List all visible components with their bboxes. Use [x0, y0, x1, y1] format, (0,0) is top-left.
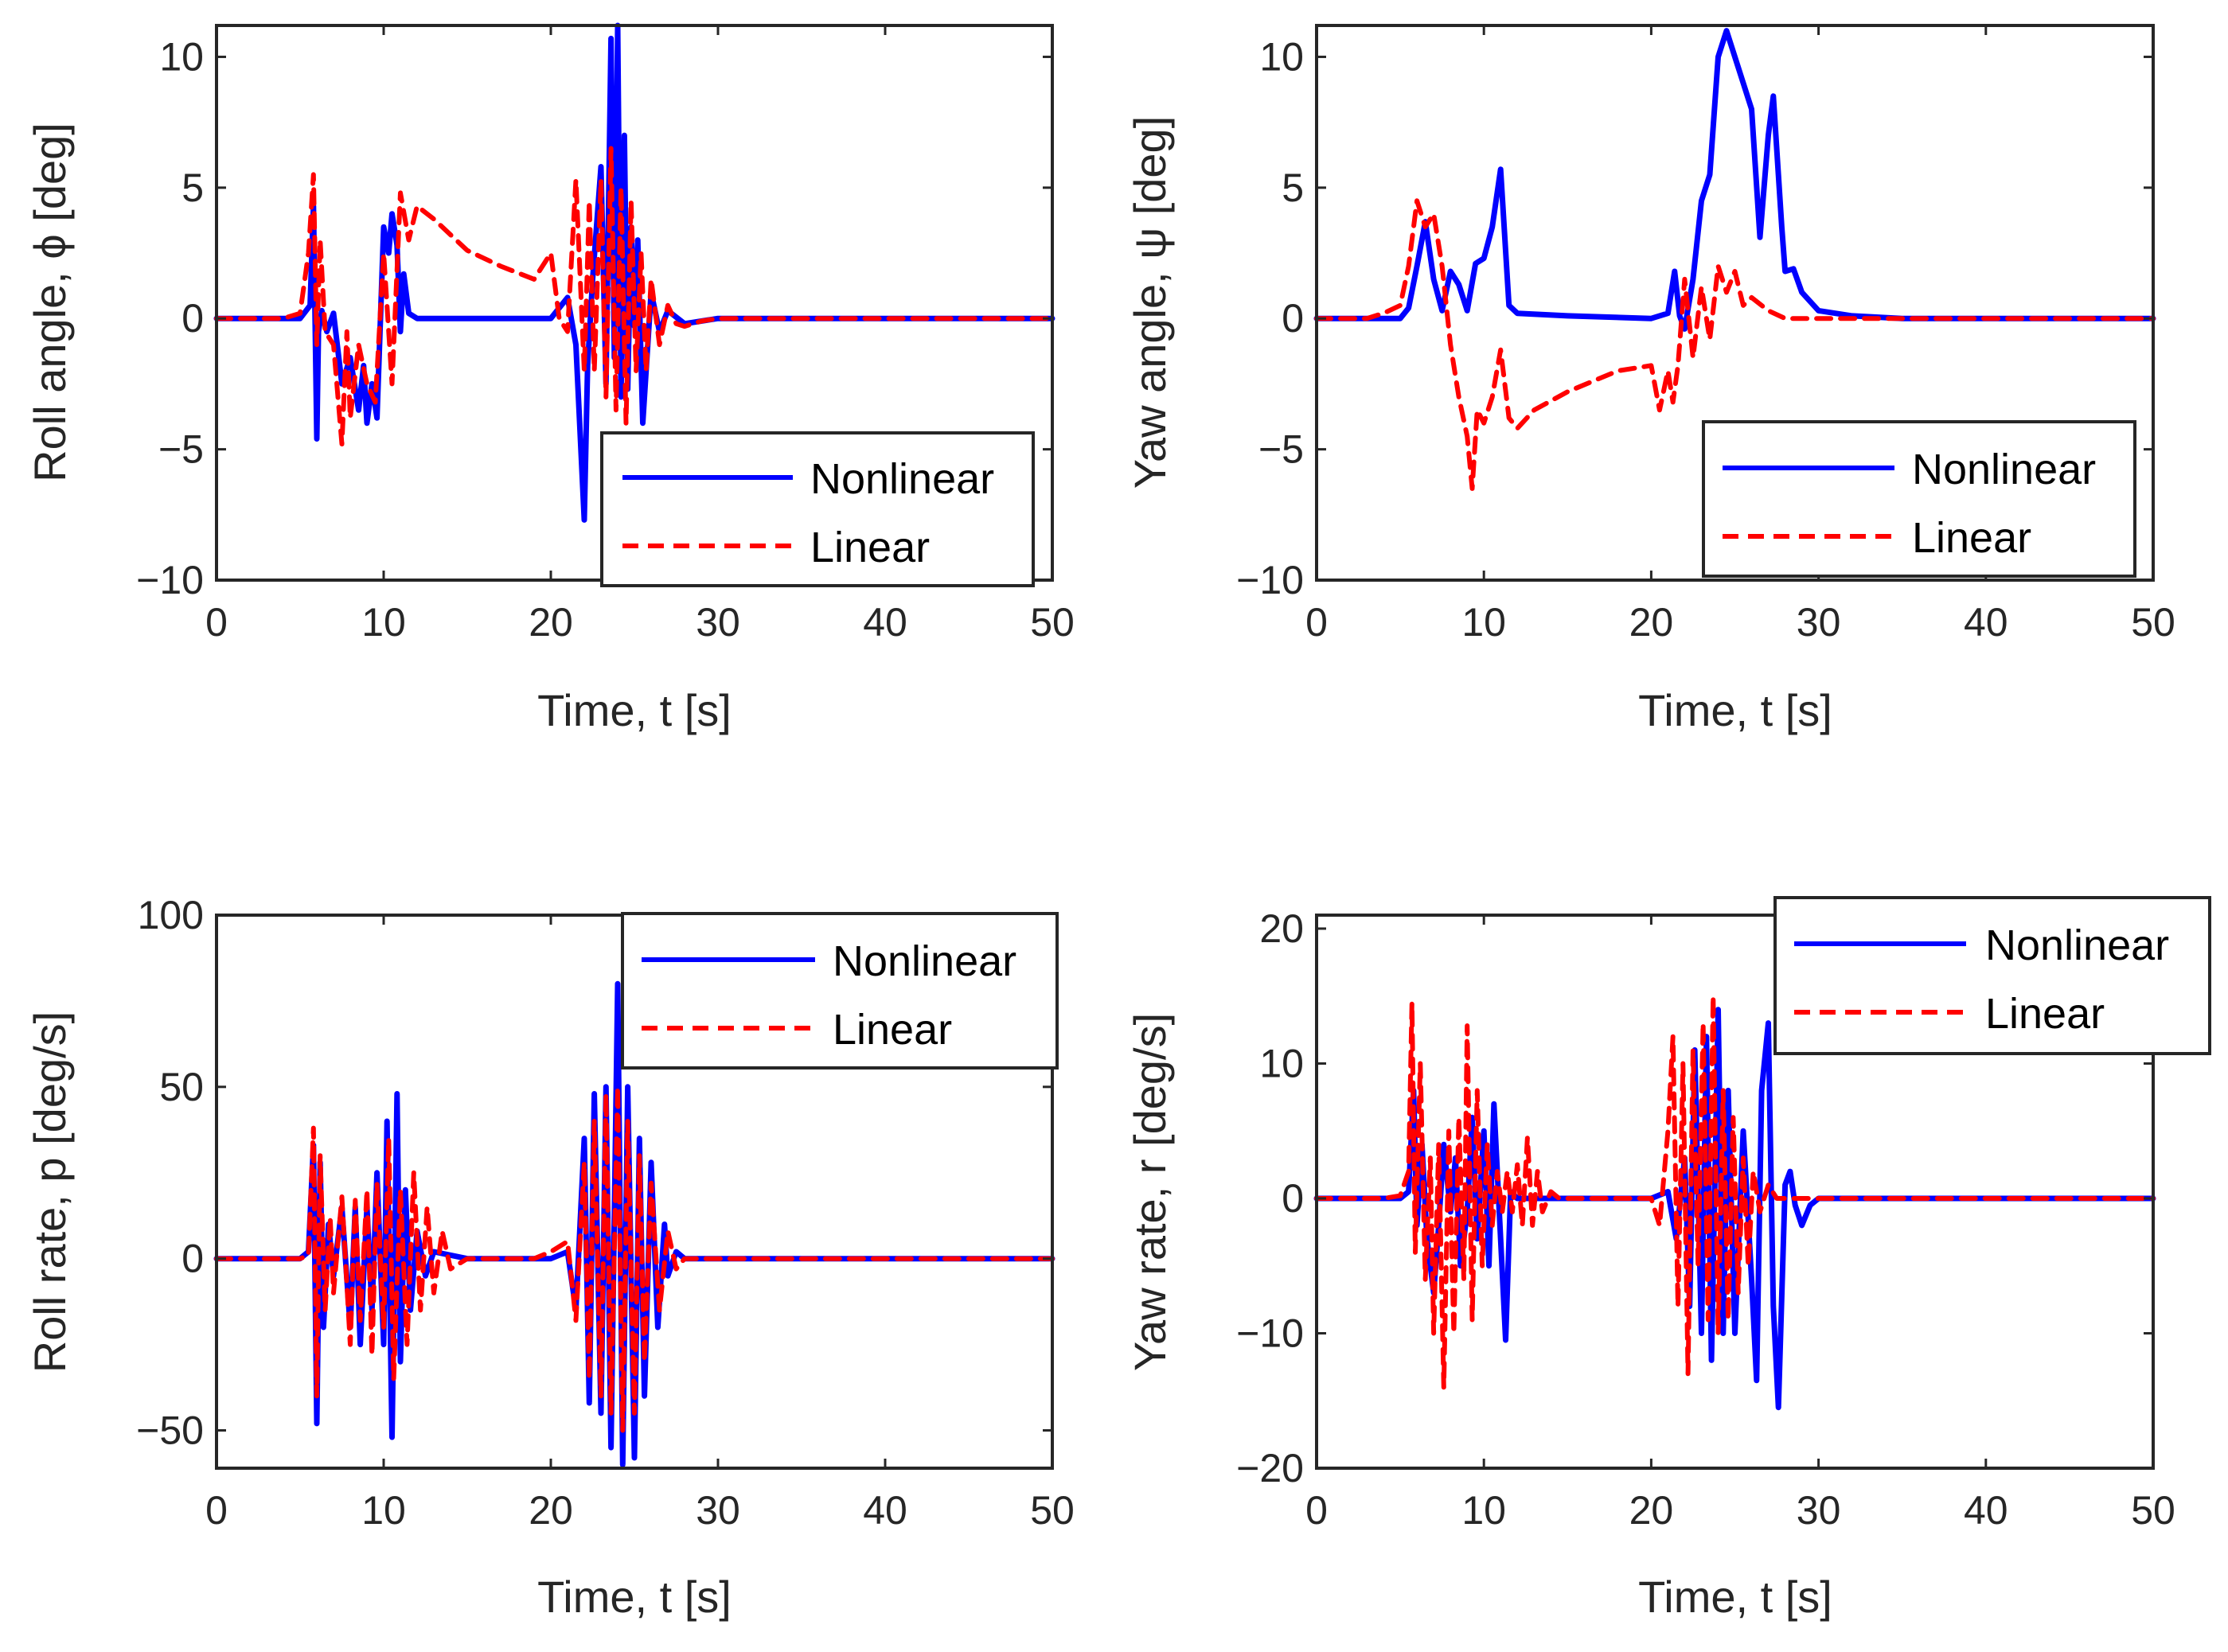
- legend-label-nonlinear: Nonlinear: [1912, 446, 2096, 493]
- x-tick-label: 40: [1964, 600, 2008, 645]
- x-tick-label: 50: [1030, 600, 1075, 645]
- y-tick-label: 5: [181, 166, 204, 210]
- y-tick-label: 5: [1282, 166, 1304, 210]
- legend-box: [600, 431, 1035, 587]
- x-axis-label: Time, t [s]: [1638, 1572, 1832, 1622]
- x-tick-label: 30: [696, 600, 740, 645]
- x-tick-label: 20: [1629, 1488, 1674, 1533]
- y-tick-label: 0: [181, 296, 204, 341]
- y-tick-label: 0: [181, 1237, 204, 1281]
- y-tick-label: −5: [158, 427, 204, 472]
- panel-yaw-angle: 0 10 20 30 40 50 −10 −5 0 5 10 Time, t [s] Yaw ang…: [1125, 24, 2175, 735]
- series-line-linear: [214, 1084, 1055, 1433]
- x-axis-label: Time, t [s]: [537, 685, 732, 735]
- legend-box: [1773, 896, 2211, 1055]
- y-tick-label: 0: [1282, 296, 1304, 341]
- y-tick-label: 10: [159, 34, 204, 79]
- series-line-nonlinear: [1313, 28, 2156, 332]
- x-tick-label: 20: [529, 1488, 573, 1533]
- x-tick-label: 40: [863, 1488, 907, 1533]
- x-tick-label: 0: [1305, 600, 1328, 645]
- legend-label-linear: Linear: [1912, 514, 2031, 562]
- legend: Nonlinear Linear: [1773, 896, 2211, 1055]
- legend-box: [1702, 420, 2136, 578]
- y-axis-label: Yaw rate, r [deg/s]: [1125, 1013, 1175, 1371]
- x-tick-label: 50: [2131, 1488, 2175, 1533]
- x-tick-label: 20: [529, 600, 573, 645]
- x-tick-label: 10: [361, 1488, 406, 1533]
- plot-area-yaw-angle: [1315, 24, 2155, 582]
- legend-label-nonlinear: Nonlinear: [1985, 921, 2169, 969]
- x-tick-label: 30: [696, 1488, 740, 1533]
- y-axis-label: Yaw angle, ψ [deg]: [1125, 116, 1175, 489]
- y-tick-label: 100: [138, 893, 204, 937]
- plot-area-yaw-rate: [1315, 914, 2155, 1470]
- x-tick-label: 10: [361, 600, 406, 645]
- x-tick-label: 0: [205, 1488, 228, 1533]
- series-line-linear: [214, 146, 1055, 446]
- x-tick-label: 20: [1629, 600, 1674, 645]
- x-tick-label: 30: [1797, 1488, 1841, 1533]
- x-tick-label: 0: [205, 600, 228, 645]
- x-tick-label: 0: [1305, 1488, 1328, 1533]
- y-axis-label: Roll angle, ϕ [deg]: [25, 123, 75, 482]
- y-axis-label: Roll rate, p [deg/s]: [25, 1011, 75, 1373]
- x-tick-label: 30: [1797, 600, 1841, 645]
- y-tick-label: −10: [1236, 558, 1304, 602]
- x-tick-label: 10: [1461, 1488, 1506, 1533]
- x-axis-label: Time, t [s]: [1638, 685, 1832, 735]
- panel-roll-angle: 0 10 20 30 40 50 −10 −5 0 5 10 Time, t [s] Roll an…: [25, 22, 1075, 735]
- y-tick-label: 50: [159, 1065, 204, 1109]
- x-tick-label: 50: [2131, 600, 2175, 645]
- y-tick-label: −50: [136, 1408, 204, 1453]
- legend-label-linear: Linear: [1985, 990, 2105, 1038]
- x-tick-label: 10: [1461, 600, 1506, 645]
- x-tick-label: 40: [1964, 1488, 2008, 1533]
- panel-yaw-rate: 0 10 20 30 40 50 −20 −10 0 10 20 Time, t [s] Yaw r…: [1125, 896, 2211, 1622]
- series-line-linear: [1314, 198, 2156, 491]
- legend-box: [621, 912, 1059, 1070]
- series-line-linear: [1314, 993, 2156, 1390]
- y-tick-label: −5: [1258, 427, 1304, 472]
- x-tick-label: 40: [863, 600, 907, 645]
- y-tick-label: −10: [1236, 1311, 1304, 1355]
- legend: Nonlinear Linear: [621, 912, 1059, 1070]
- legend-label-linear: Linear: [833, 1006, 952, 1054]
- x-tick-label: 50: [1030, 1488, 1075, 1533]
- legend: Nonlinear Linear: [1702, 420, 2136, 578]
- y-tick-label: 0: [1282, 1176, 1304, 1221]
- legend-label-linear: Linear: [810, 524, 930, 571]
- y-tick-label: −10: [136, 558, 204, 602]
- y-tick-label: 10: [1259, 34, 1304, 79]
- y-tick-label: −20: [1236, 1446, 1304, 1490]
- y-tick-label: 10: [1259, 1041, 1304, 1085]
- x-axis-label: Time, t [s]: [537, 1572, 732, 1622]
- legend-label-nonlinear: Nonlinear: [833, 937, 1016, 985]
- legend-label-nonlinear: Nonlinear: [810, 455, 994, 503]
- y-tick-label: 20: [1259, 906, 1304, 951]
- legend: Nonlinear Linear: [600, 431, 1035, 587]
